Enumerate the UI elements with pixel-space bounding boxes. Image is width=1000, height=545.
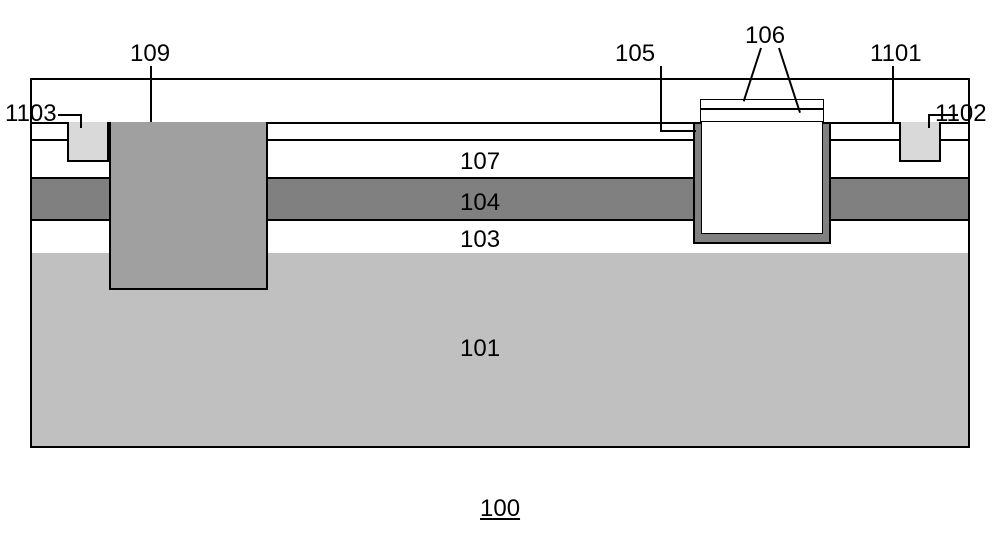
region-1102 bbox=[899, 122, 941, 162]
lead-105-h bbox=[660, 130, 696, 132]
label-107: 107 bbox=[460, 148, 500, 176]
gate-well-inner bbox=[701, 122, 823, 234]
figure-id: 100 bbox=[480, 495, 520, 523]
lead-109-v bbox=[150, 66, 152, 122]
label-104: 104 bbox=[460, 189, 500, 217]
lead-1102-h bbox=[928, 114, 958, 116]
diagram-canvas: 107 104 103 101 1103 109 105 106 1101 11… bbox=[0, 0, 1000, 545]
gate-cap-upper bbox=[700, 99, 824, 109]
gate-cap-lower bbox=[700, 109, 824, 122]
lead-105-v bbox=[660, 66, 662, 130]
label-1101: 1101 bbox=[870, 40, 922, 68]
lead-1103-v bbox=[80, 114, 82, 128]
label-1103: 1103 bbox=[5, 100, 57, 128]
label-105: 105 bbox=[615, 40, 655, 68]
lead-1101-v bbox=[892, 66, 894, 122]
lead-1101-h bbox=[858, 122, 894, 124]
label-101: 101 bbox=[460, 335, 500, 363]
lead-1102-v bbox=[928, 114, 930, 128]
label-109: 109 bbox=[130, 40, 170, 68]
label-106: 106 bbox=[745, 22, 785, 50]
label-103: 103 bbox=[460, 226, 500, 254]
block-109 bbox=[109, 122, 268, 290]
lead-1103-h bbox=[58, 114, 82, 116]
region-1103 bbox=[67, 122, 109, 162]
